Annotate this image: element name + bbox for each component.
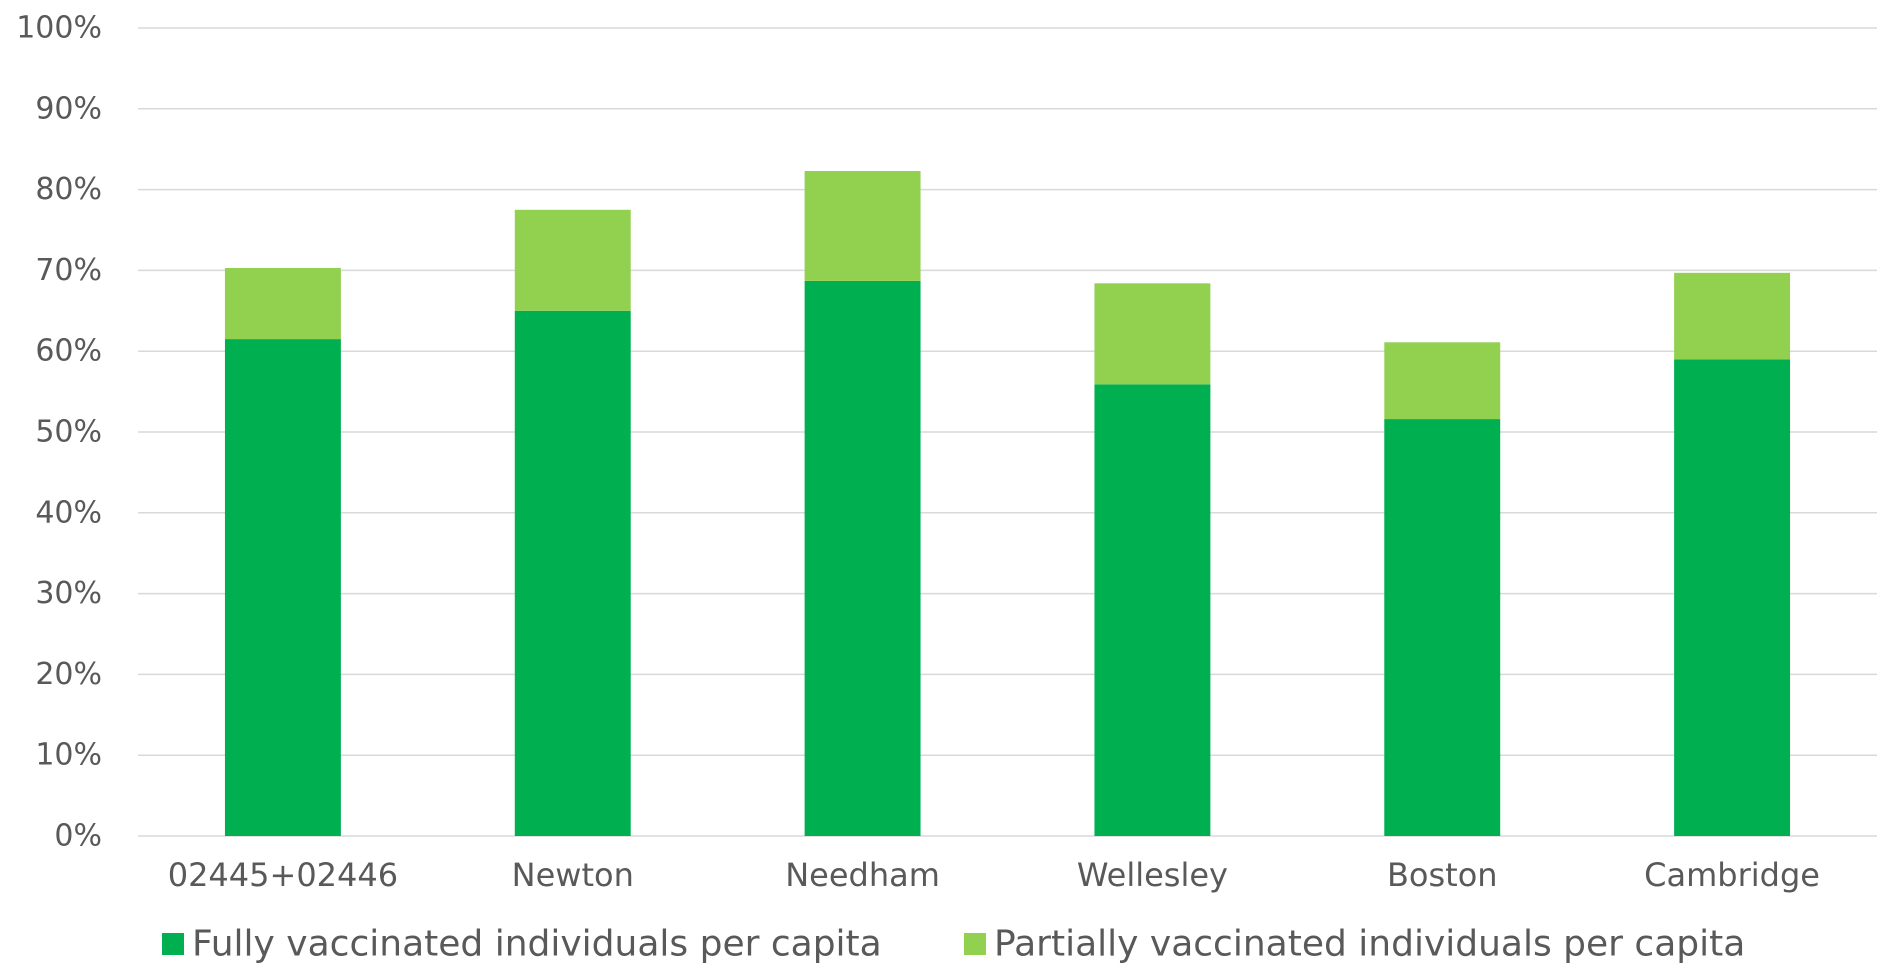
bar-fully-vaccinated: [514, 310, 631, 836]
y-tick-label: 100%: [16, 11, 102, 46]
bar-fully-vaccinated: [224, 339, 341, 836]
y-tick-label: 90%: [35, 91, 102, 126]
x-tick-label: Wellesley: [1077, 856, 1228, 894]
bar-partially-vaccinated: [1674, 272, 1791, 360]
bar-fully-vaccinated: [1674, 359, 1791, 836]
bar-fully-vaccinated: [1094, 384, 1211, 836]
y-tick-label: 70%: [35, 253, 102, 288]
bar-fully-vaccinated: [1384, 419, 1501, 836]
y-tick-label: 10%: [35, 738, 102, 773]
bars: [224, 171, 1791, 836]
x-tick-label: Needham: [785, 856, 940, 894]
legend-swatch: [964, 933, 986, 955]
y-tick-label: 40%: [35, 495, 102, 530]
y-tick-label: 60%: [35, 334, 102, 369]
bar-partially-vaccinated: [224, 267, 341, 340]
bar-partially-vaccinated: [514, 209, 631, 311]
legend-label: Partially vaccinated individuals per cap…: [994, 924, 1745, 965]
bar-partially-vaccinated: [1384, 342, 1501, 420]
y-tick-label: 80%: [35, 172, 102, 207]
x-axis-ticks: 02445+02446 Newton Needham Wellesley Boston C…: [168, 856, 1820, 894]
x-tick-label: Boston: [1387, 856, 1498, 894]
bar-partially-vaccinated: [1094, 283, 1211, 385]
x-tick-label: Cambridge: [1644, 856, 1820, 894]
legend: Fully vaccinated individuals per capita P…: [162, 924, 1745, 965]
legend-swatch: [162, 933, 184, 955]
y-tick-label: 0%: [54, 819, 102, 854]
x-tick-label: Newton: [512, 856, 634, 894]
bar-partially-vaccinated: [804, 171, 921, 281]
gridlines: [138, 27, 1877, 837]
bar-fully-vaccinated: [804, 280, 921, 836]
y-axis-ticks: 0% 10% 20% 30% 40% 50% 60% 70% 80% 90% 100%: [16, 11, 102, 854]
legend-label: Fully vaccinated individuals per capita: [192, 924, 882, 965]
x-tick-label: 02445+02446: [168, 856, 398, 894]
y-tick-label: 50%: [35, 415, 102, 450]
y-tick-label: 30%: [35, 576, 102, 611]
y-tick-label: 20%: [35, 657, 102, 692]
